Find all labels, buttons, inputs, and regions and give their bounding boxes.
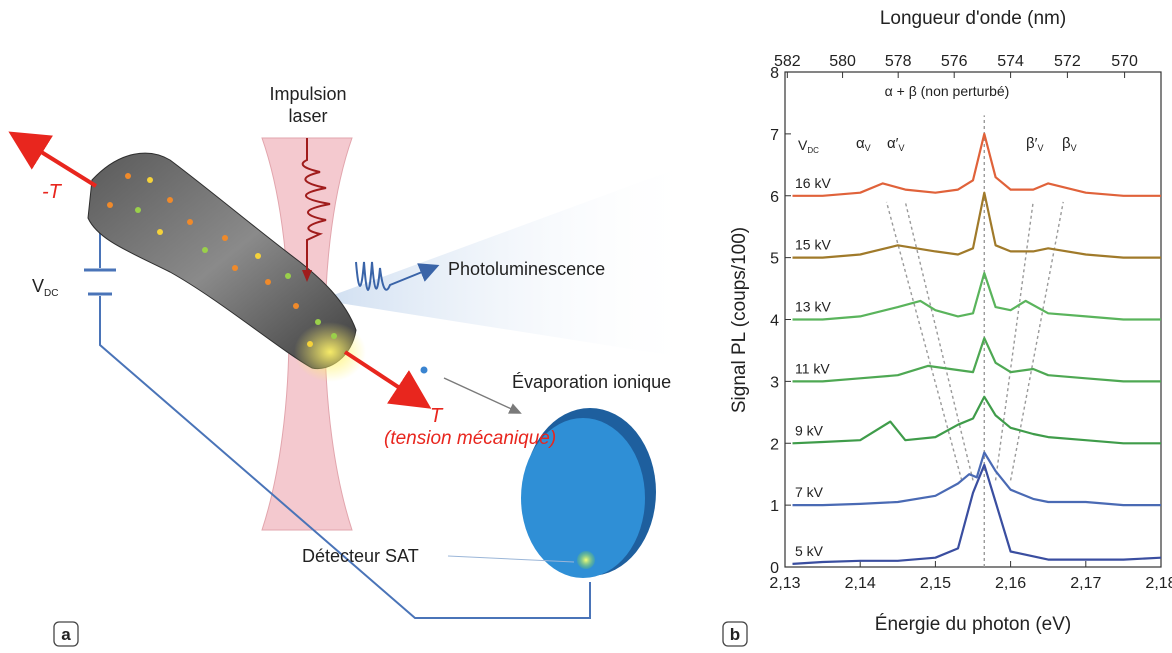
tension-desc-label: (tension mécanique) (384, 428, 556, 449)
guide-dashed-line (994, 201, 1034, 481)
y-tick-label: 0 (770, 560, 779, 577)
detector-label: Détecteur SAT (302, 546, 419, 566)
evaporated-ion (420, 366, 428, 374)
series-line-7-kV (792, 451, 1161, 507)
series-line-15-kV (792, 191, 1161, 259)
y-tick-label: 5 (770, 251, 779, 268)
laser-label-line1: Impulsion (269, 84, 346, 104)
y-tick-label: 2 (770, 436, 779, 453)
x-tick-label: 2,13 (769, 575, 800, 592)
ion-trajectory-arrow (443, 377, 522, 414)
x-tick-label: 2,14 (845, 575, 876, 592)
x2-tick-label: 582 (774, 53, 801, 70)
panel-a-badge (53, 621, 79, 647)
tip-glow (294, 322, 366, 382)
series-line-5-kV (792, 463, 1162, 565)
x2-tick-label: 572 (1054, 53, 1081, 70)
evaporation-label: Évaporation ionique (512, 372, 671, 392)
laser-label-line2: laser (288, 106, 327, 126)
x2-tick-label: 580 (829, 53, 856, 70)
panel-b-badge (722, 621, 748, 647)
x2-tick-label: 578 (885, 53, 912, 70)
x-tick-label: 2,18 (1145, 575, 1172, 592)
x2-tick-label: 570 (1111, 53, 1138, 70)
panel-b-badge-text: b (730, 625, 740, 644)
series-label: 16 kV (795, 175, 831, 191)
tension-arrow-right (343, 350, 432, 409)
circuit-wire-bottom (99, 296, 591, 619)
x-tick-label: 2,16 (995, 575, 1026, 592)
series-label: 11 kV (795, 360, 830, 376)
detector-spot (577, 551, 595, 569)
y-tick-label: 7 (770, 127, 779, 144)
sample-tip (87, 152, 357, 370)
series-label: 7 kV (795, 484, 824, 500)
beta-label: βV (1062, 135, 1077, 153)
y-axis-title: Signal PL (coups/100) (729, 227, 750, 413)
y-tick-label: 3 (770, 374, 779, 391)
alpha-label: αV (856, 135, 871, 153)
series-label: 9 kV (795, 422, 824, 438)
x2-tick-label: 576 (941, 53, 968, 70)
tension-label: T (430, 405, 444, 427)
series-line-16-kV (792, 132, 1161, 197)
neg-tension-label: -T (42, 181, 63, 203)
y-tick-label: 4 (770, 313, 779, 330)
laser-pulse-icon (301, 138, 331, 272)
series-label: 15 kV (795, 237, 831, 253)
panel-a-badge-text: a (61, 625, 71, 644)
x2-axis-title: Longueur d'onde (nm) (880, 8, 1066, 29)
vdc-header: VDC (798, 137, 819, 155)
panel-a: Impulsion laser -T VDC Photoluminescence… (8, 84, 700, 647)
series-line-13-kV (792, 272, 1161, 321)
series-label: 5 kV (795, 543, 824, 559)
alpha-prime-label: α′V (887, 135, 905, 153)
photoluminescence-label: Photoluminescence (448, 259, 605, 279)
tip-atoms (107, 173, 337, 347)
beta-prime-label: β′V (1026, 135, 1043, 153)
y-tick-label: 6 (770, 189, 779, 206)
series-line-9-kV (792, 395, 1161, 445)
x-tick-label: 2,17 (1070, 575, 1101, 592)
guide-dashed-line (885, 201, 963, 481)
series-line-11-kV (792, 337, 1161, 383)
y-tick-label: 1 (770, 498, 779, 515)
series-label: 13 kV (795, 299, 831, 315)
x-axis-title: Énergie du photon (eV) (875, 614, 1071, 635)
laser-pulse-arrowhead (302, 270, 312, 282)
tension-arrow-left (8, 131, 98, 188)
unperturbed-annotation: α + β (non perturbé) (885, 83, 1010, 99)
photoluminescence-beam (320, 160, 700, 360)
detector-leader-line (447, 555, 575, 563)
vdc-label: VDC (32, 276, 58, 299)
x-tick-label: 2,15 (920, 575, 951, 592)
photon-wave-icon (355, 261, 440, 291)
x2-tick-label: 574 (997, 53, 1024, 70)
detector-disk (521, 418, 645, 578)
y-tick-label: 8 (770, 65, 779, 82)
